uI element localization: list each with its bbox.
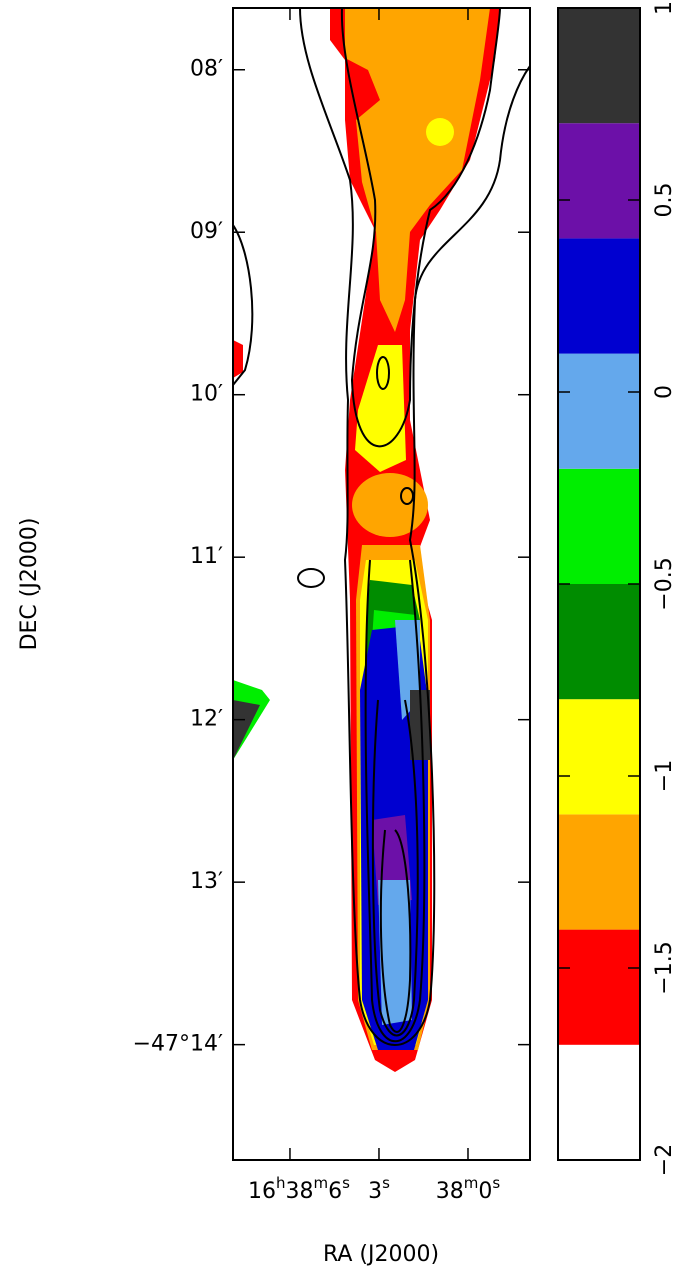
y-tick-label: −47°14′ xyxy=(133,1032,223,1057)
color-band xyxy=(558,584,640,700)
y-tick-label: 11′ xyxy=(190,544,223,569)
color-band xyxy=(558,1044,640,1160)
y-tick-label: 10′ xyxy=(190,382,223,407)
color-band xyxy=(558,353,640,469)
y-tick-label: 08′ xyxy=(190,57,223,82)
y-tick-label: 13′ xyxy=(190,869,223,894)
colorbar-tick-label: 1 xyxy=(652,1,677,15)
color-band xyxy=(558,814,640,930)
color-band xyxy=(558,8,640,124)
x-tick-label: 3s xyxy=(368,1174,390,1205)
x-tick-label: 38m0s xyxy=(436,1174,501,1205)
y-tick-label: 09′ xyxy=(190,219,223,244)
map-frame xyxy=(232,7,531,1161)
color-band xyxy=(558,699,640,815)
y-tick-label: 12′ xyxy=(190,707,223,732)
colorbar-tick-label: −0.5 xyxy=(652,557,677,610)
x-axis-label: RA (J2000) xyxy=(323,1242,439,1267)
colorbar-tick-label: −2 xyxy=(652,1144,677,1176)
colorbar-tick-label: 0 xyxy=(652,385,677,399)
colorbar-tick-label: −1.5 xyxy=(652,941,677,994)
color-band xyxy=(558,929,640,1045)
colorbar-tick-label: 0.5 xyxy=(652,183,677,218)
colorbar-tick-label: −1 xyxy=(652,760,677,792)
color-band xyxy=(558,238,640,354)
x-tick-label: 16h38m6s xyxy=(248,1174,350,1205)
y-axis-label: DEC (J2000) xyxy=(17,518,42,651)
color-band xyxy=(558,468,640,584)
spectral-index-map xyxy=(233,8,530,1072)
color-band xyxy=(558,123,640,239)
